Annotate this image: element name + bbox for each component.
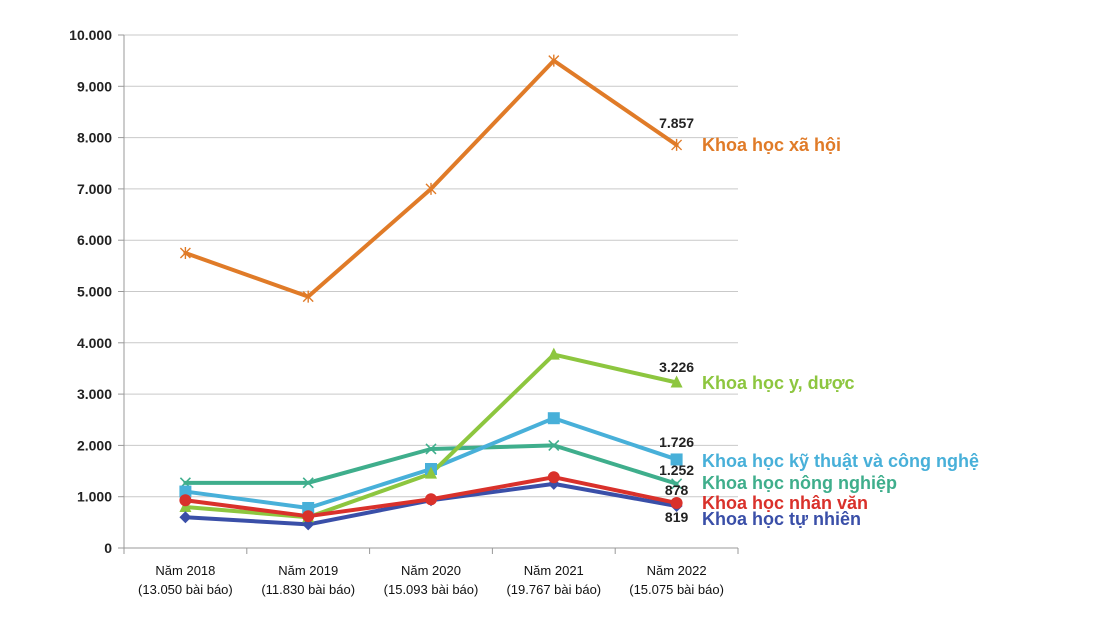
- data-label: 878: [665, 482, 689, 498]
- x-tick-label: Năm 2021: [524, 563, 584, 578]
- x-tick-label: (15.093 bài báo): [384, 582, 479, 597]
- x-tick-label: Năm 2020: [401, 563, 461, 578]
- data-point: [671, 478, 683, 490]
- data-point: [425, 466, 437, 479]
- series-name-label: Khoa học y, dược: [702, 373, 855, 393]
- y-tick-label: 4.000: [77, 335, 112, 351]
- series-name-label: Khoa học nhân văn: [702, 493, 868, 513]
- data-point: [547, 412, 560, 425]
- series-name-label: Khoa học kỹ thuật và công nghệ: [702, 451, 979, 471]
- series-name-label: Khoa học tự nhiên: [702, 509, 861, 529]
- data-point: [179, 247, 191, 260]
- data-point: [548, 54, 560, 67]
- data-point: [670, 496, 683, 509]
- data-point: [302, 477, 314, 489]
- data-label: 819: [665, 509, 689, 525]
- x-tick-label: (19.767 bài báo): [506, 582, 601, 597]
- data-point: [548, 439, 560, 451]
- data-label: 1.252: [659, 462, 694, 478]
- y-tick-label: 8.000: [77, 130, 112, 146]
- data-label: 1.726: [659, 434, 694, 450]
- data-point: [671, 138, 683, 151]
- data-point: [302, 501, 315, 514]
- data-point: [302, 510, 315, 523]
- y-tick-label: 9.000: [77, 78, 112, 94]
- series-line: [183, 58, 679, 299]
- x-tick-label: Năm 2019: [278, 563, 338, 578]
- x-tick-label: Năm 2018: [155, 563, 215, 578]
- x-tick-label: (11.830 bài báo): [261, 582, 355, 597]
- data-point: [670, 375, 683, 388]
- data-point: [425, 443, 437, 455]
- series-name-label: Khoa học nông nghiệp: [702, 473, 897, 493]
- y-tick-label: 1.000: [77, 489, 112, 505]
- y-tick-label: 7.000: [77, 181, 112, 197]
- y-tick-label: 10.000: [69, 27, 112, 43]
- y-tick-label: 3.000: [77, 386, 112, 402]
- y-tick-label: 2.000: [77, 437, 112, 453]
- data-point: [547, 347, 560, 360]
- data-point: [302, 518, 315, 531]
- data-label: 3.226: [659, 359, 694, 375]
- series-name-label: Khoa học xã hội: [702, 135, 841, 155]
- y-tick-label: 0: [104, 540, 112, 556]
- x-tick-label: (13.050 bài báo): [138, 582, 233, 597]
- y-tick-label: 5.000: [77, 284, 112, 300]
- y-tick-label: 6.000: [77, 232, 112, 248]
- data-point: [302, 290, 314, 303]
- data-point: [547, 471, 560, 484]
- data-point: [670, 453, 683, 466]
- data-point: [425, 182, 437, 195]
- data-point: [179, 511, 192, 524]
- x-tick-label: (15.075 bài báo): [629, 582, 724, 597]
- data-point: [179, 494, 192, 507]
- data-point: [179, 485, 192, 498]
- x-tick-label: Năm 2022: [647, 563, 707, 578]
- data-label: 7.857: [659, 115, 694, 131]
- data-point: [425, 493, 437, 506]
